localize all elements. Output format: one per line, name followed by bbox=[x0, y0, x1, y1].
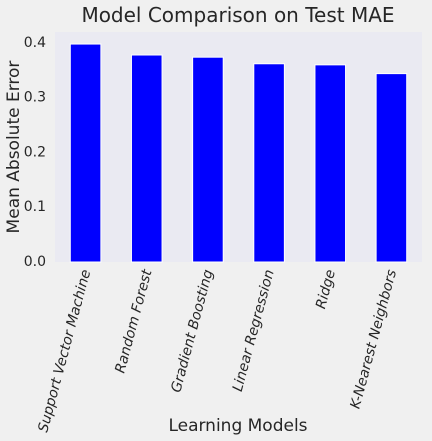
bar-ridge bbox=[314, 64, 347, 263]
bar-k-nearest-neighbors bbox=[375, 73, 408, 263]
plot-area bbox=[55, 32, 422, 262]
x-tick-label-linear-regression: Linear Regression bbox=[230, 268, 278, 393]
x-tick-label-ridge: Ridge bbox=[313, 268, 339, 311]
bar-gradient-boosting bbox=[192, 56, 224, 263]
y-axis-label: Mean Absolute Error bbox=[4, 61, 24, 234]
x-tick-labels: Support Vector Machine Random Forest Gradi… bbox=[35, 267, 400, 434]
y-tick-label-4: 0.4 bbox=[24, 35, 46, 51]
y-tick-label-1: 0.1 bbox=[24, 199, 46, 215]
x-tick-label-k-nearest-neighbors: K-Nearest Neighbors bbox=[348, 268, 401, 411]
x-tick-label-random-forest: Random Forest bbox=[112, 267, 155, 374]
y-tick-label-3: 0.3 bbox=[24, 90, 46, 106]
bar-linear-regression bbox=[253, 63, 285, 263]
x-tick-label-support-vector-machine: Support Vector Machine bbox=[35, 268, 94, 434]
bar-support-vector-machine bbox=[69, 43, 102, 263]
x-axis-label: Learning Models bbox=[168, 416, 307, 436]
chart-title: Model Comparison on Test MAE bbox=[81, 3, 394, 27]
bar-random-forest bbox=[130, 54, 163, 263]
bars bbox=[69, 43, 408, 263]
y-tick-label-0: 0.0 bbox=[24, 254, 46, 270]
y-tick-labels: 0.0 0.1 0.2 0.3 0.4 bbox=[24, 35, 46, 270]
y-tick-label-2: 0.2 bbox=[24, 144, 46, 160]
x-tick-label-gradient-boosting: Gradient Boosting bbox=[168, 268, 216, 394]
